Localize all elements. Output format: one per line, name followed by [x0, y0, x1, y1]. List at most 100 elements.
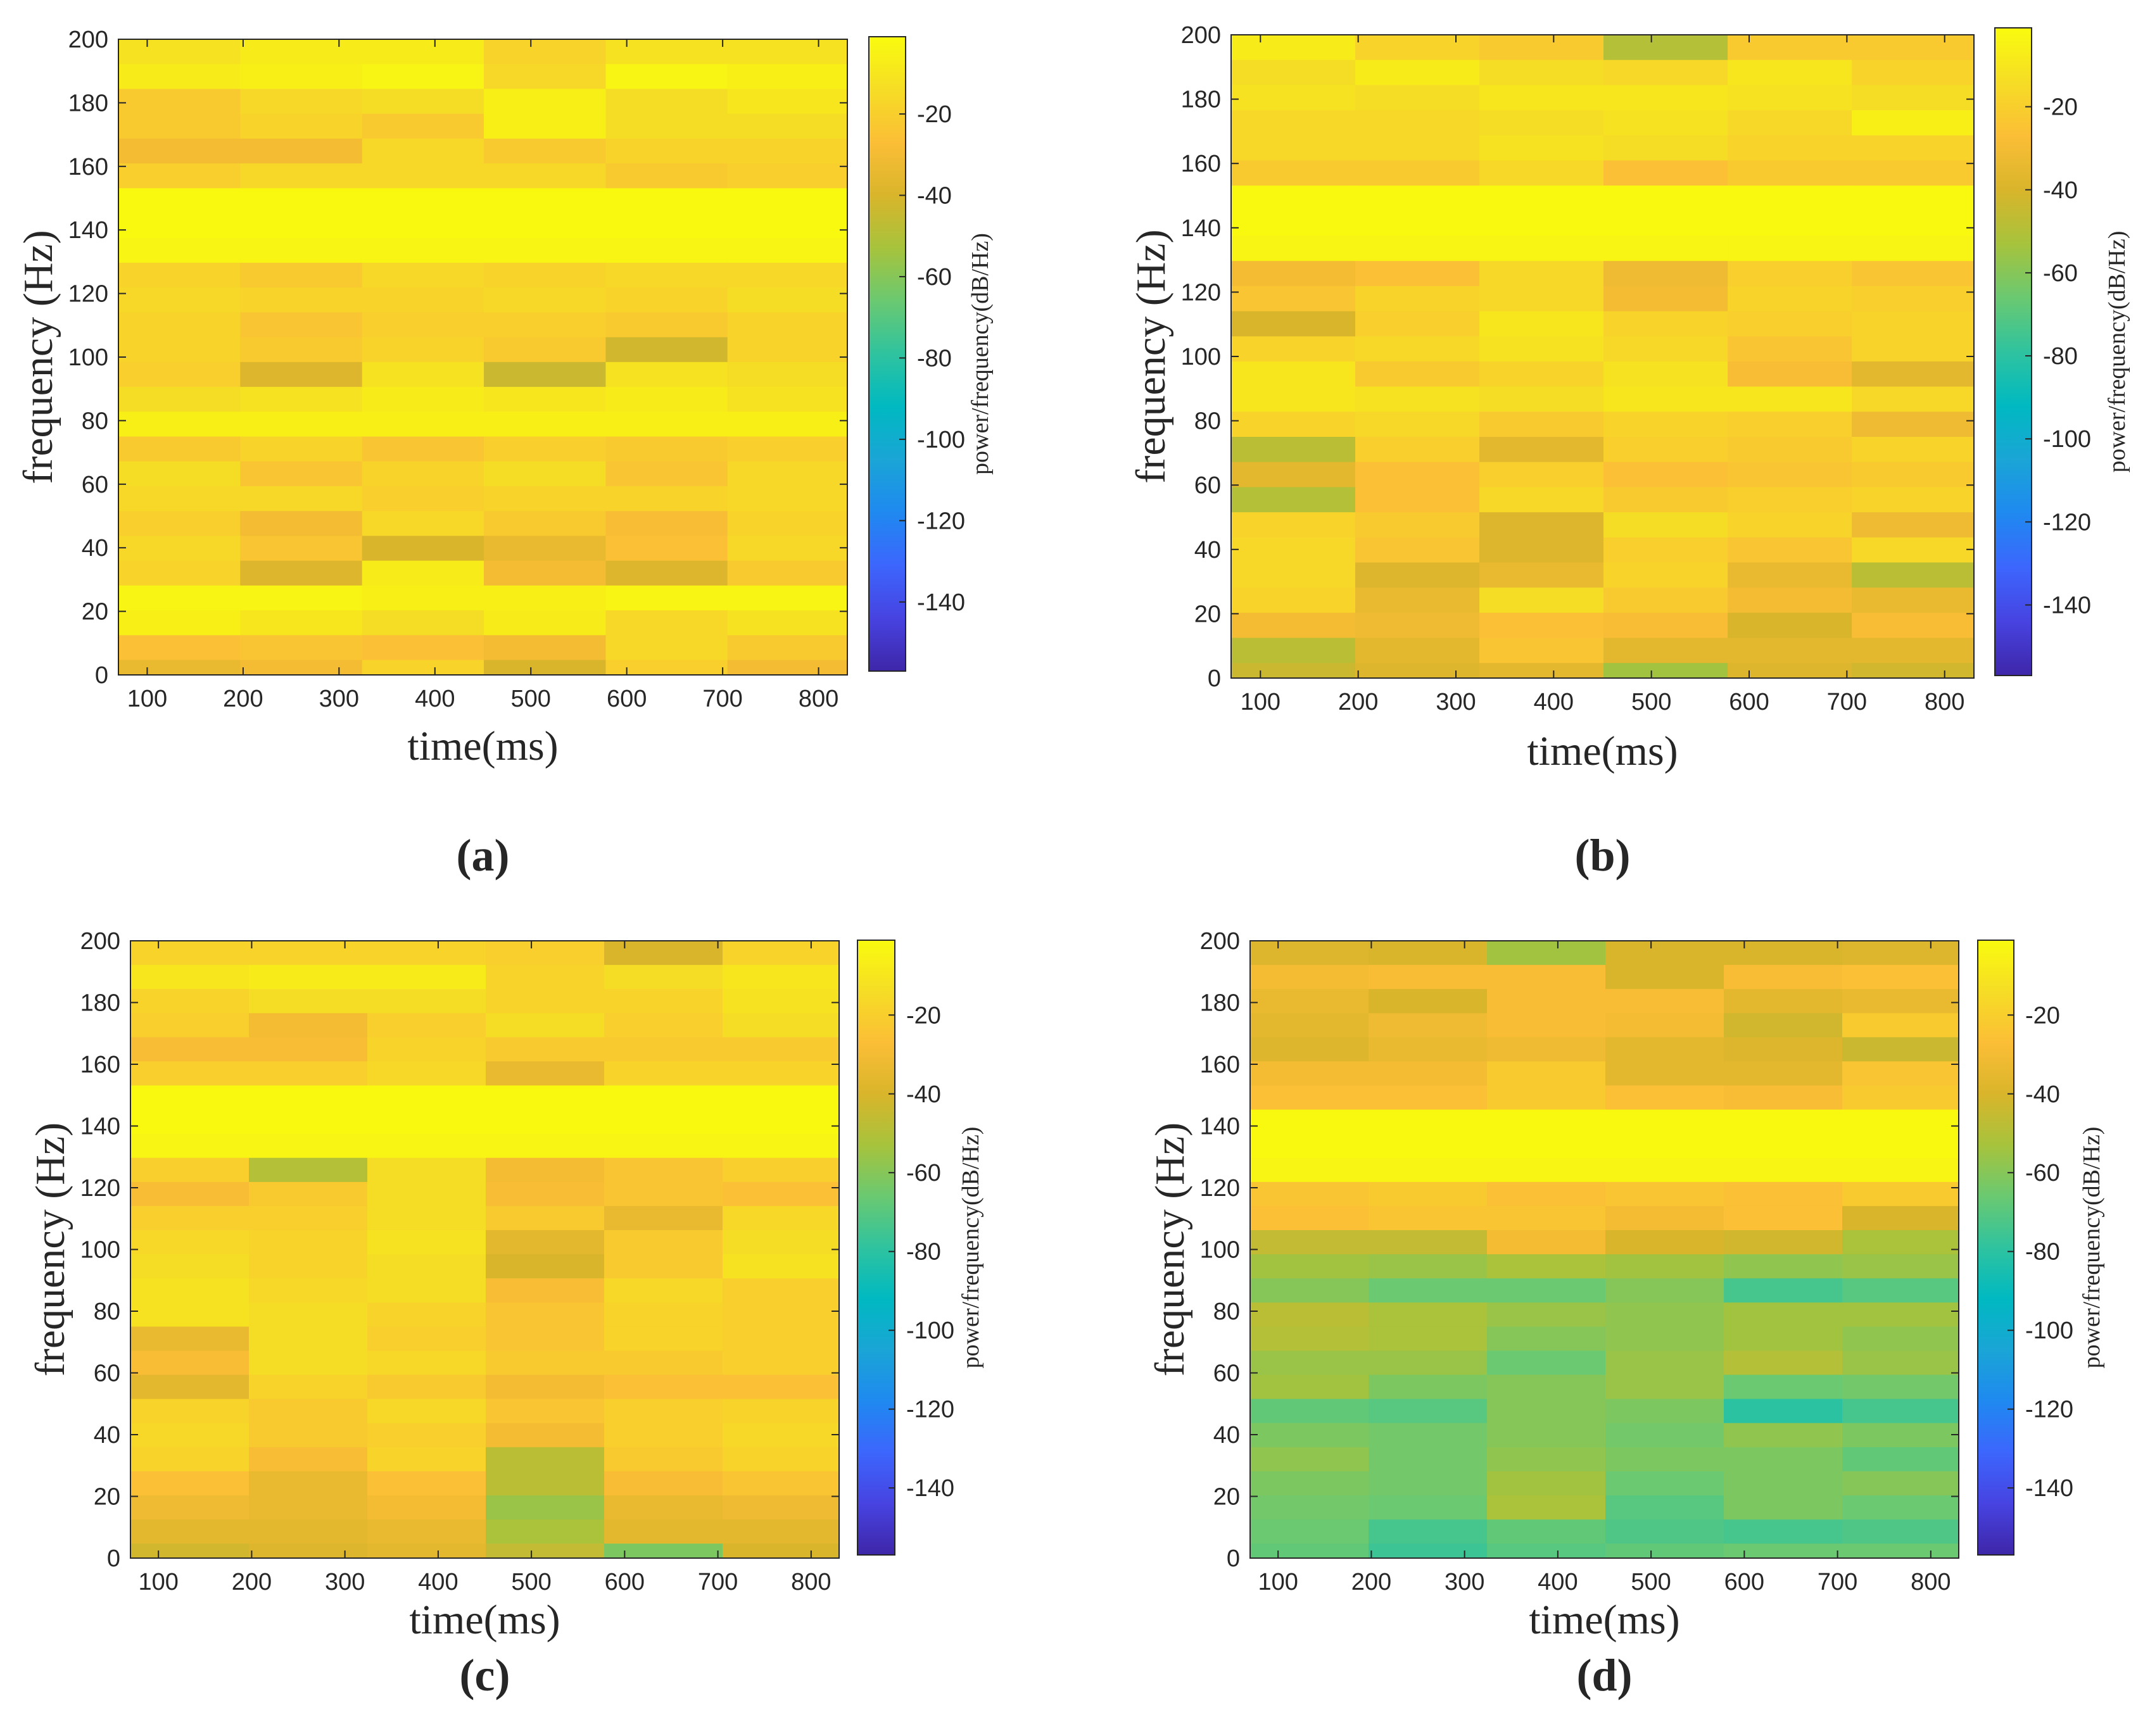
- heatmap-cell: [362, 337, 484, 363]
- heatmap-cell: [362, 610, 484, 636]
- y-tick-label: 80: [82, 408, 108, 434]
- heatmap-cell: [1603, 361, 1728, 387]
- heatmap-cell: [1605, 965, 1724, 990]
- heatmap-cell: [1479, 462, 1604, 487]
- panel-label-c: (c): [460, 1650, 510, 1701]
- heatmap-cell: [604, 1037, 723, 1062]
- heatmap-cell: [130, 965, 250, 990]
- heatmap-cell: [1842, 1544, 1959, 1559]
- heatmap-cell: [604, 1109, 723, 1135]
- y-axis-d: 0 20 40 60 80 100 120 140 160 180 200: [1200, 928, 1959, 1572]
- heatmap-cell: [1852, 412, 1975, 437]
- heatmap-cell: [1728, 663, 1852, 679]
- heatmap-cell: [727, 64, 848, 89]
- y-tick-label: 60: [82, 472, 108, 498]
- x-axis-label-b: time(ms): [1527, 728, 1678, 774]
- y-tick-label: 120: [1181, 279, 1221, 306]
- heatmap-cell: [1479, 160, 1604, 186]
- heatmap-cell: [1724, 1013, 1843, 1038]
- heatmap-cell: [1724, 1350, 1843, 1376]
- heatmap-cell: [484, 237, 606, 263]
- y-tick-label: 160: [1181, 151, 1221, 177]
- heatmap-cell: [1355, 85, 1480, 111]
- heatmap-cell: [604, 1157, 723, 1183]
- heatmap-cell: [604, 1495, 723, 1520]
- heatmap-cell: [240, 39, 363, 65]
- heatmap-cell: [118, 213, 241, 239]
- heatmap-cell: [362, 560, 484, 586]
- y-tick-label: 180: [80, 990, 120, 1017]
- panel-label-a: (a): [457, 830, 510, 881]
- heatmap-cell: [240, 113, 363, 139]
- heatmap-cell: [130, 989, 250, 1014]
- heatmap-cell: [486, 1061, 605, 1086]
- y-axis-a: 0 20 40 60 80 100 120 140 160 180 200: [68, 27, 847, 689]
- heatmap-cell: [1603, 336, 1728, 362]
- heatmap-cell: [1479, 663, 1604, 679]
- heatmap-cell: [367, 1350, 486, 1376]
- heatmap-cell: [1852, 588, 1975, 613]
- heatmap-cell: [1231, 588, 1356, 613]
- heatmap-cell: [605, 163, 728, 189]
- heatmap-cell: [1852, 663, 1975, 679]
- heatmap-cell: [1487, 1205, 1606, 1231]
- heatmap-cell: [486, 1447, 605, 1472]
- heatmap-cell: [604, 1399, 723, 1424]
- heatmap-cell: [1724, 1254, 1843, 1279]
- x-tick-label: 800: [1925, 689, 1964, 715]
- heatmap-cell: [1852, 236, 1975, 261]
- heatmap-cell: [604, 1302, 723, 1327]
- heatmap-cell: [1479, 562, 1604, 588]
- heatmap-cell: [1479, 311, 1604, 337]
- heatmap-cell: [1355, 386, 1480, 412]
- heatmap-cell: [249, 941, 368, 965]
- heatmap-cell: [1231, 487, 1356, 513]
- heatmap-cell: [240, 89, 363, 115]
- heatmap-cell: [362, 660, 484, 676]
- heatmap-cell: [1605, 1519, 1724, 1544]
- heatmap-cell: [723, 941, 840, 965]
- heatmap-cell: [1479, 60, 1604, 85]
- panel-c: 100 200 300 400 500 600 700 800 0 20 40 60 80 100 120…: [27, 928, 984, 1701]
- heatmap-cell: [1479, 412, 1604, 437]
- heatmap-cell: [486, 1109, 605, 1135]
- heatmap-cell: [486, 1278, 605, 1303]
- heatmap-cell: [367, 1374, 486, 1400]
- x-tick-label: 700: [702, 686, 742, 712]
- heatmap-cell: [1842, 1230, 1959, 1255]
- heatmap-cell: [367, 965, 486, 990]
- y-tick-label: 80: [94, 1299, 120, 1325]
- heatmap-cell: [1603, 186, 1728, 211]
- heatmap-cell: [118, 536, 241, 562]
- heatmap-cell: [1724, 1544, 1843, 1559]
- x-tick-label: 300: [1445, 1569, 1484, 1595]
- heatmap-cell: [1369, 1109, 1488, 1135]
- x-tick-label: 700: [1827, 689, 1867, 715]
- heatmap-cell: [249, 1399, 368, 1424]
- heatmap-cell: [604, 1181, 723, 1207]
- heatmap-cell: [1231, 612, 1356, 639]
- heatmap-cell: [1728, 336, 1852, 362]
- heatmap-cell: [1369, 1519, 1488, 1544]
- heatmap-cell: [1842, 1423, 1959, 1448]
- heatmap-cell: [1231, 663, 1356, 679]
- heatmap-cell: [723, 1495, 840, 1520]
- heatmap-cell: [727, 585, 848, 611]
- heatmap-cell: [727, 511, 848, 536]
- heatmap-cell: [1250, 1013, 1369, 1038]
- heatmap-cell: [130, 1519, 250, 1544]
- colorbar-label-d: power/frequency(dB/Hz): [2078, 1127, 2105, 1369]
- heatmap-cell: [727, 387, 848, 412]
- heatmap-cell: [1231, 236, 1356, 261]
- heatmap-cell: [118, 89, 241, 115]
- heatmap-cell: [1724, 1374, 1843, 1400]
- colorbar-tick-label: -40: [2043, 177, 2078, 204]
- heatmap-cell: [240, 362, 363, 387]
- heatmap-cell: [362, 387, 484, 412]
- heatmap-cell: [1355, 462, 1480, 487]
- heatmap-cell: [1231, 437, 1356, 463]
- heatmap-cell: [727, 188, 848, 214]
- heatmap-cell: [727, 461, 848, 487]
- heatmap-cell: [1842, 1109, 1959, 1135]
- heatmap-cell: [484, 412, 606, 437]
